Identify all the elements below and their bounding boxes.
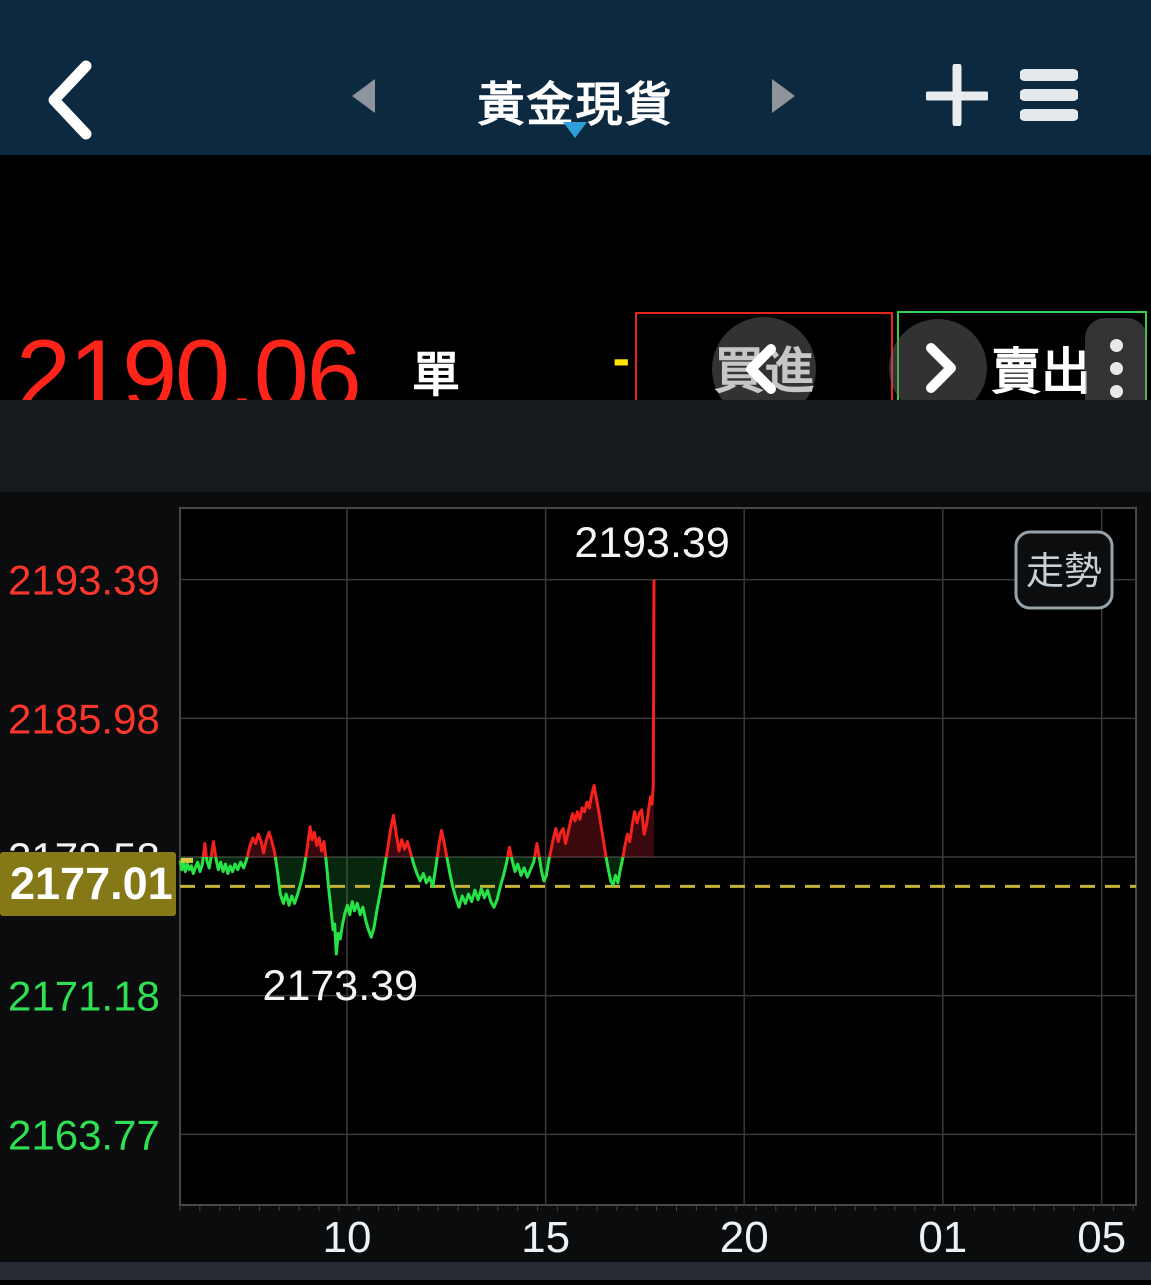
- dot-icon: [1109, 385, 1123, 398]
- nav-bar: 黃金現貨: [0, 0, 1151, 155]
- chart-mode-badge-label: 走勢: [1026, 551, 1102, 593]
- title-caret-down-icon[interactable]: [563, 122, 587, 138]
- area-fill-down: [180, 857, 654, 954]
- unit-volume-label: 單: [412, 349, 461, 402]
- intraday-line-chart[interactable]: 2193.39 2173.39 走勢 10 15 20 01 05 2193.39 2185.98…: [0, 492, 1151, 1280]
- price-line-up: [201, 579, 656, 857]
- dot-icon: [1109, 362, 1123, 375]
- prev-close-label: 2177.01: [10, 858, 173, 909]
- x-axis-label: 01: [918, 1213, 967, 1262]
- dot-icon: [1109, 339, 1123, 352]
- unit-volume-value: -: [612, 330, 630, 388]
- x-axis-label: 20: [720, 1213, 769, 1262]
- chart-mode-badge[interactable]: [1014, 530, 1114, 610]
- low-annotation: 2173.39: [263, 962, 418, 1010]
- back-icon[interactable]: [42, 58, 96, 142]
- tab-bar: 明細 走勢 技術: [0, 400, 1151, 888]
- prev-close-label-box: [0, 852, 176, 916]
- next-symbol-icon[interactable]: [772, 79, 795, 113]
- y-axis-label: 2171.18: [8, 973, 160, 1020]
- price-line-down: [178, 857, 625, 956]
- x-axis-label: 15: [521, 1213, 570, 1262]
- x-axis-label: 10: [323, 1213, 372, 1262]
- quote-panel: 2190.06 11.48(0.53%) 單 - 總 - 買進 2190.29 …: [0, 155, 1151, 563]
- menu-icon[interactable]: [1020, 66, 1078, 124]
- chevron-left-icon: [746, 344, 776, 394]
- trend-chart[interactable]: 2193.39 2173.39 走勢 10 15 20 01 05 2193.39 2185.98…: [0, 492, 1151, 1280]
- sell-label: 賣出: [991, 344, 1091, 400]
- high-annotation: 2193.39: [574, 519, 729, 567]
- add-icon[interactable]: [926, 64, 988, 126]
- y-axis-label: 2185.98: [8, 695, 160, 742]
- y-axis-label: 2193.39: [8, 557, 160, 604]
- bottom-bar: [0, 1262, 1151, 1280]
- chevron-right-icon: [926, 343, 956, 393]
- x-axis-label: 05: [1077, 1213, 1126, 1262]
- prev-symbol-icon[interactable]: [352, 79, 375, 113]
- y-axis-label: 2163.77: [8, 1111, 160, 1158]
